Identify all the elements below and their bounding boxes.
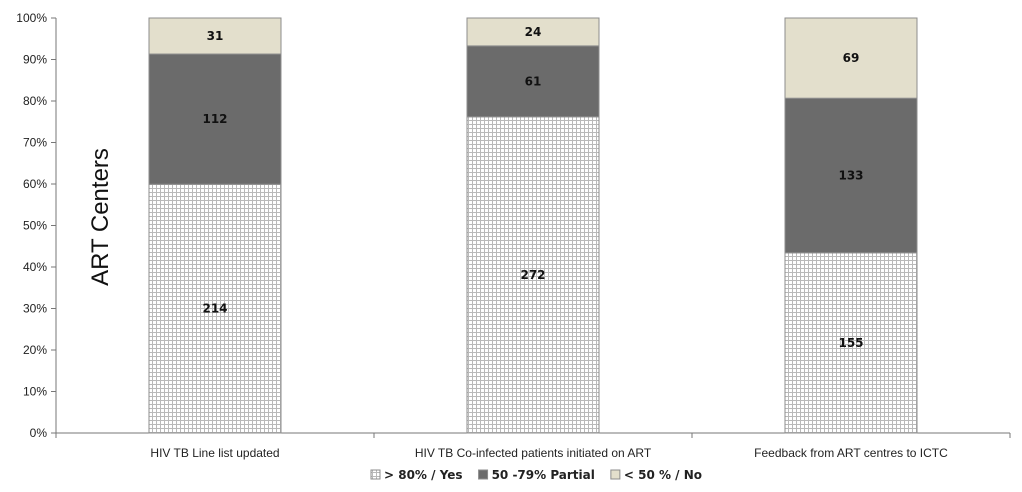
legend-swatch [478,469,489,480]
y-tick-label: 10% [23,385,47,399]
bars-group [148,17,918,434]
data-label: 112 [202,112,227,126]
x-category-label: HIV TB Line list updated [150,446,279,460]
y-tick-label: 100% [16,11,47,25]
bar-segment [148,17,282,55]
data-label: 272 [520,268,545,282]
data-label: 155 [838,336,863,350]
y-tick-label: 80% [23,94,47,108]
data-label: 133 [838,169,863,183]
bar-segment [148,183,282,434]
legend-swatch [610,469,621,480]
y-axis-title: ART Centers [87,148,114,286]
data-label: 61 [525,74,542,88]
bar-segment [784,17,918,99]
x-category-label: Feedback from ART centres to ICTC [754,446,948,460]
x-tick-group: HIV TB Line list updated HIV TB Co-infect… [55,433,1011,460]
bar-segment [784,97,918,254]
y-axis: 0% 10% 20% 30% 40% 50% 60% 70% 80% 90% 100% [16,11,57,440]
y-tick-label: 30% [23,302,47,316]
bar-segment [466,116,600,434]
x-axis: HIV TB Line list updated HIV TB Co-infect… [55,432,1011,460]
data-label: 24 [525,25,542,39]
data-label: 69 [843,51,860,65]
legend-swatch [370,469,381,480]
bar-segment [466,45,600,118]
y-tick-label: 0% [30,426,48,440]
y-tick-label: 70% [23,136,47,150]
bar-segment [148,53,282,185]
data-labels-group: 214 112 31 272 61 24 155 133 69 [202,25,863,350]
bar-segment [466,17,600,47]
y-tick-label: 60% [23,177,47,191]
legend: > 80% / Yes 50 -79% Partial < 50 % / No [370,468,702,482]
data-label: 214 [202,302,227,316]
legend-label: > 80% / Yes [384,468,463,482]
x-category-label: HIV TB Co-infected patients initiated on… [415,446,652,460]
legend-label: 50 -79% Partial [492,468,595,482]
y-tick-label: 40% [23,260,47,274]
legend-label: < 50 % / No [624,468,702,482]
y-tick-label: 50% [23,219,47,233]
y-tick-group: 0% 10% 20% 30% 40% 50% 60% 70% 80% 90% 100% [16,11,56,440]
data-label: 31 [207,29,224,43]
y-tick-label: 20% [23,343,47,357]
y-tick-label: 90% [23,53,47,67]
